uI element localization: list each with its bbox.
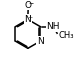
Text: CH₃: CH₃ xyxy=(58,31,74,40)
Text: NH: NH xyxy=(46,22,60,31)
Text: O: O xyxy=(25,1,32,10)
Text: N: N xyxy=(37,37,44,46)
Text: +: + xyxy=(28,15,33,20)
Text: −: − xyxy=(28,0,33,5)
Text: N: N xyxy=(24,15,31,24)
